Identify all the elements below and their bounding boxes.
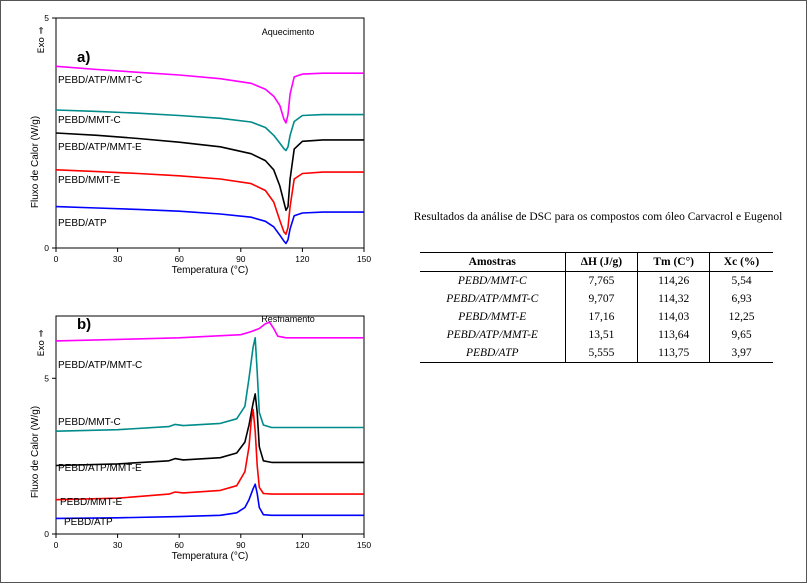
x-tick-label: 90	[236, 254, 246, 264]
series-label: PEBD/ATP/MMT-C	[58, 360, 142, 371]
cell-melting-temp: 114,03	[637, 308, 711, 326]
panel-annotation: Resfriamento	[261, 314, 315, 324]
series-line	[55, 65, 364, 124]
results-table: Amostras ΔH (J/g) Tm (C°) Xc (%) PEBD/MM…	[420, 252, 773, 363]
cell-crystallinity: 6,93	[731, 293, 752, 305]
y-axis-label: Fluxo de Calor (W/g)	[30, 116, 41, 208]
cell-crystallinity: 9,65	[731, 329, 752, 341]
series-label: PEBD/ATP	[58, 218, 107, 229]
chart-panel-b: 0 30 60 90 120 150 0 5 Temperatura (°C) Fluxo de …	[30, 314, 371, 562]
header-melting-temp: Tm (C°)	[637, 252, 711, 272]
cell-sample: PEBD/ATP	[420, 344, 566, 363]
x-tick-label: 150	[357, 540, 371, 550]
cell-enthalpy: 17,16	[564, 308, 638, 326]
series-line	[55, 109, 364, 152]
cell-crystallinity: 3,97	[709, 344, 773, 363]
header-enthalpy: ΔH (J/g)	[564, 252, 638, 272]
x-axis-label: Temperatura (°C)	[172, 551, 249, 562]
cell-crystallinity: 5,54	[731, 275, 752, 287]
series-line	[55, 169, 364, 235]
series-line	[55, 483, 364, 520]
table-caption: Resultados da análise de DSC para os com…	[413, 211, 783, 223]
cell-sample: PEBD/MMT-C	[457, 275, 527, 287]
cell-sample: PEBD/ATP/MMT-C	[446, 293, 539, 305]
x-tick-label: 120	[295, 254, 309, 264]
series-label: PEBD/MMT-E	[58, 175, 121, 186]
plot-area-frame	[55, 315, 365, 535]
x-axis-label: Temperatura (°C)	[172, 265, 249, 276]
cell-sample: PEBD/ATP/MMT-E	[446, 329, 538, 341]
header-samples: Amostras	[420, 252, 566, 272]
panel-label: a)	[77, 49, 90, 66]
cell-melting-temp: 114,32	[637, 290, 711, 308]
y-tick-label: 0	[44, 243, 49, 253]
x-tick-label: 90	[236, 540, 246, 550]
y-tick-label: 5	[44, 373, 49, 383]
header-crystallinity: Xc (%)	[709, 252, 773, 272]
x-tick-label: 30	[113, 540, 123, 550]
y-tick-label: 0	[44, 529, 49, 539]
x-tick-label: 0	[54, 254, 59, 264]
series-label: PEBD/MMT-C	[58, 115, 121, 126]
exo-direction-label: Exo ⇒	[37, 26, 47, 53]
series-line	[55, 336, 364, 432]
series-label: PEBD/ATP/MMT-E	[58, 463, 142, 474]
cell-crystallinity: 12,25	[728, 311, 755, 323]
series-label: PEBD/ATP	[64, 517, 113, 528]
x-tick-label: 0	[54, 540, 59, 550]
series-label: PEBD/ATP/MMT-E	[58, 142, 142, 153]
panel-annotation: Aquecimento	[262, 27, 315, 37]
panel-label: b)	[77, 316, 91, 333]
cell-melting-temp: 113,64	[637, 326, 711, 344]
exo-direction-label: Exo ⇒	[37, 329, 47, 356]
cell-enthalpy: 9,707	[564, 290, 638, 308]
cell-melting-temp: 114,26	[637, 271, 711, 290]
cell-enthalpy: 13,51	[564, 326, 638, 344]
x-tick-label: 150	[357, 254, 371, 264]
series-line	[55, 393, 364, 467]
x-tick-label: 120	[295, 540, 309, 550]
table-header-row: Amostras ΔH (J/g) Tm (C°) Xc (%)	[420, 252, 773, 272]
series-line	[55, 205, 364, 245]
x-tick-label: 60	[174, 254, 184, 264]
table-row: PEBD/MMT-E 17,16 114,03 12,25	[420, 308, 773, 326]
cell-melting-temp: 113,75	[637, 344, 711, 363]
series-line	[55, 321, 364, 342]
series-label: PEBD/MMT-C	[58, 417, 121, 428]
x-tick-label: 60	[174, 540, 184, 550]
cell-sample: PEBD/MMT-E	[458, 311, 527, 323]
cell-enthalpy: 5,555	[564, 344, 638, 363]
table-row: PEBD/ATP/MMT-E 13,51 113,64 9,65	[420, 326, 773, 344]
table-row: PEBD/MMT-C 7,765 114,26 5,54	[420, 271, 773, 290]
series-label: PEBD/ATP/MMT-C	[58, 75, 142, 86]
cell-enthalpy: 7,765	[564, 271, 638, 290]
chart-panel-a: 0 30 60 90 120 150 0 5 Temperatura (°C) Fluxo de …	[30, 13, 371, 276]
series-line	[55, 408, 364, 501]
y-axis-label: Fluxo de Calor (W/g)	[30, 406, 41, 498]
table-row: PEBD/ATP/MMT-C 9,707 114,32 6,93	[420, 290, 773, 308]
series-line	[55, 132, 364, 212]
table-row: PEBD/ATP 5,555 113,75 3,97	[420, 344, 773, 363]
series-label: PEBD/MMT-E	[60, 497, 123, 508]
y-tick-label: 5	[44, 13, 49, 23]
x-tick-label: 30	[113, 254, 123, 264]
